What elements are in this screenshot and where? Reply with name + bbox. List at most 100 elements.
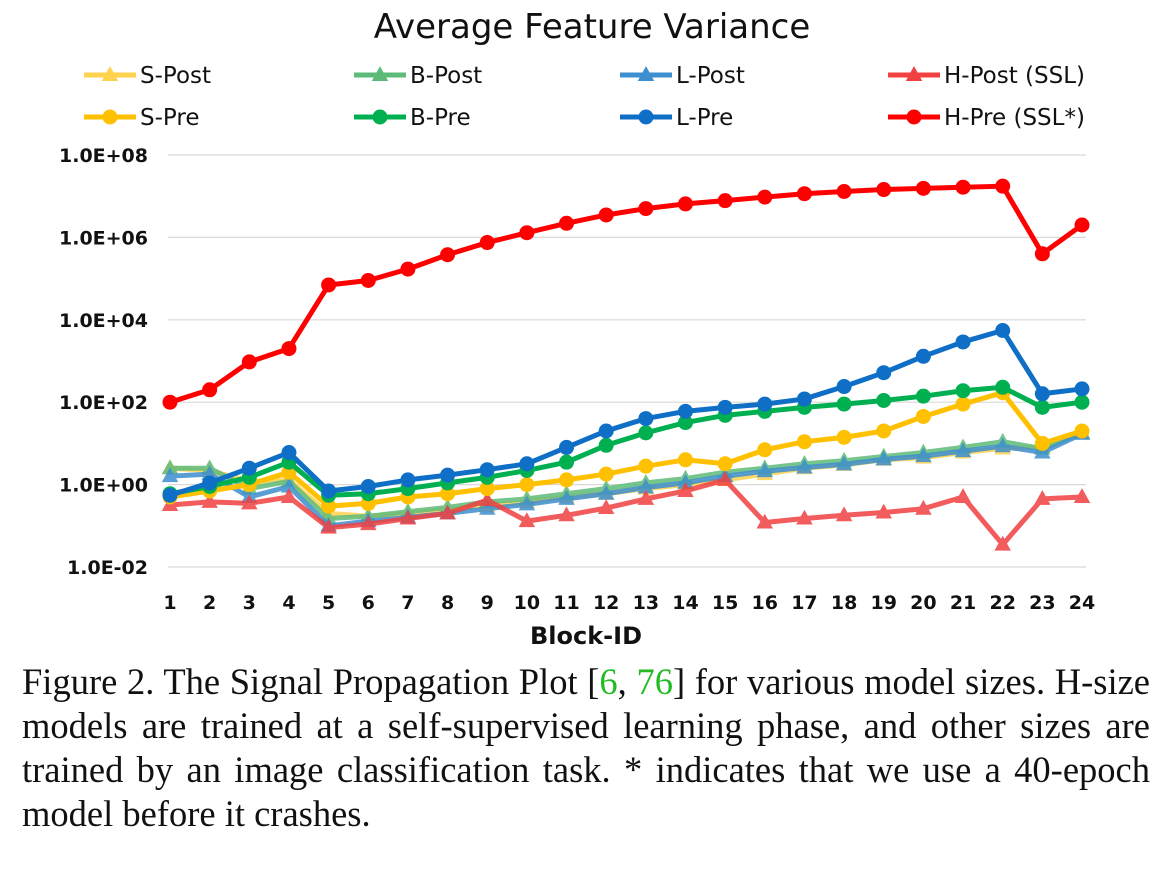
data-point (1074, 394, 1090, 410)
data-point (360, 515, 377, 531)
data-point (400, 472, 416, 488)
x-tick-label: 2 (203, 592, 216, 614)
series-line (170, 430, 1083, 522)
data-point (1034, 399, 1050, 415)
data-point (796, 186, 812, 202)
data-point (716, 471, 734, 486)
data-point (717, 193, 733, 209)
legend-label: S-Pre (140, 105, 199, 131)
data-point (906, 109, 922, 125)
caption-text-b: ] for various model sizes. H-size models… (22, 661, 1151, 834)
x-tick-label: 13 (633, 592, 659, 614)
x-tick-label: 18 (831, 592, 857, 614)
caption-ref-6[interactable]: 6 (599, 661, 618, 702)
data-point (241, 494, 258, 510)
data-point (677, 196, 693, 212)
x-tick-label: 19 (871, 592, 897, 614)
data-point (915, 408, 931, 424)
data-point (876, 182, 892, 198)
data-point (479, 481, 495, 497)
data-point (836, 429, 852, 445)
data-point (637, 490, 655, 505)
x-axis-tick-labels: 1 2 3 4 5 6 7 8 9 10 11 12 13 14 15 16 17 18 19 20 21 22 23 24 (163, 592, 1095, 614)
data-point (518, 495, 536, 511)
data-point (638, 201, 654, 217)
data-point (756, 513, 774, 529)
x-tick-label: 14 (672, 592, 698, 614)
data-point (994, 437, 1011, 453)
data-point (320, 518, 337, 534)
caption-ref-76[interactable]: 76 (636, 661, 673, 702)
data-point (1073, 488, 1091, 503)
data-point (717, 456, 733, 472)
data-point (1034, 246, 1050, 262)
x-tick-label: 17 (791, 592, 817, 614)
legend-item-h-pre-ssl: H-Pre (SSL*) (888, 105, 1085, 131)
x-tick-label: 21 (950, 592, 976, 614)
caption-ref-separator: , (617, 661, 637, 702)
data-point (756, 462, 774, 478)
data-point (440, 486, 456, 502)
data-point (954, 488, 972, 503)
data-point (559, 472, 575, 488)
data-point (955, 334, 971, 350)
y-tick-label: 1.0E+00 (59, 475, 148, 497)
data-point (876, 365, 892, 381)
data-point (836, 184, 852, 200)
data-point (241, 354, 257, 370)
data-point (876, 423, 892, 439)
data-point (836, 379, 852, 395)
chart-title: Average Feature Variance (374, 7, 811, 47)
data-point (241, 460, 257, 476)
data-point (1034, 435, 1050, 451)
data-point (371, 66, 389, 81)
legend-item-s-pre: S-Pre (84, 105, 199, 131)
data-point (161, 459, 179, 475)
data-point (1034, 386, 1050, 402)
data-point (281, 341, 297, 357)
data-point (915, 388, 931, 404)
data-point (479, 235, 495, 251)
data-point (598, 423, 614, 439)
data-point (955, 383, 971, 399)
data-point (677, 452, 693, 468)
data-point (915, 180, 931, 196)
legend-label: L-Pre (676, 105, 733, 131)
data-point (638, 458, 654, 474)
data-point (796, 434, 812, 450)
data-point (558, 506, 575, 522)
y-tick-label: 1.0E+04 (59, 310, 148, 332)
data-point (440, 467, 456, 483)
data-point (995, 178, 1011, 194)
legend-item-l-post: L-Post (620, 63, 745, 89)
y-tick-label: 1.0E+06 (59, 227, 148, 249)
data-point (995, 322, 1011, 338)
chart-series (161, 178, 1091, 551)
data-point (201, 465, 218, 481)
x-tick-label: 7 (401, 592, 414, 614)
series-line (169, 183, 1084, 405)
data-point (955, 179, 971, 195)
figure-caption: Figure 2. The Signal Propagation Plot [6… (22, 660, 1150, 836)
data-point (598, 466, 614, 482)
data-point (637, 478, 655, 494)
data-point (597, 484, 615, 500)
data-point (835, 506, 853, 522)
y-tick-label: 1.0E+08 (59, 145, 148, 167)
data-point (162, 394, 178, 410)
data-point (836, 396, 852, 412)
data-point (400, 261, 416, 277)
data-point (915, 447, 932, 463)
data-point (281, 445, 297, 461)
data-point (598, 207, 614, 223)
x-tick-label: 23 (1029, 592, 1055, 614)
legend-item-h-post-ssl: H-Post (SSL) (888, 63, 1085, 89)
data-point (202, 475, 218, 491)
data-point (280, 488, 298, 503)
series-l-pre (162, 322, 1090, 503)
y-tick-label: 1.0E-02 (67, 557, 148, 579)
x-tick-label: 6 (362, 592, 375, 614)
series-line (169, 477, 1083, 548)
data-point (994, 535, 1011, 551)
data-point (677, 403, 693, 419)
